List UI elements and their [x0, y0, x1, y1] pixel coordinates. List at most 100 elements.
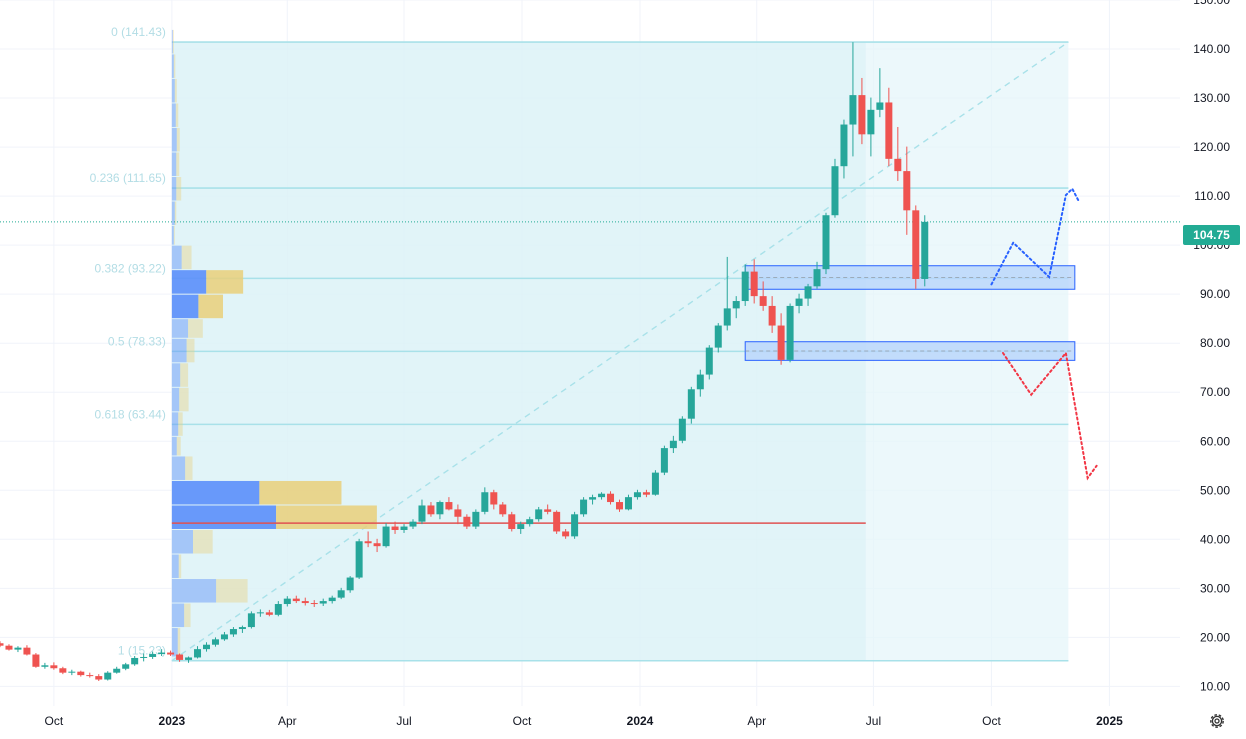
candle-body [472, 511, 480, 527]
candle-body [831, 166, 839, 216]
candle [247, 611, 255, 629]
candle [508, 511, 516, 532]
candle-body [526, 519, 534, 525]
gear-icon[interactable] [1208, 712, 1226, 730]
candle [194, 646, 202, 659]
candle-body [86, 675, 94, 677]
x-axis-background [0, 706, 1180, 734]
volume-profile-bar-up [171, 226, 174, 245]
y-axis-tick-label: 150.00 [1193, 0, 1230, 7]
candle [104, 671, 112, 681]
fib-level-label: 0.618 (63.44) [94, 407, 165, 421]
y-axis-tick-label: 10.00 [1200, 679, 1230, 693]
candle-body [903, 171, 911, 211]
candle [499, 502, 507, 517]
candle [454, 504, 462, 525]
candle-body [867, 109, 875, 135]
candle [723, 256, 731, 331]
candle-body [705, 347, 713, 375]
volume-profile-bar-up [171, 177, 177, 201]
y-axis-tick-label: 90.00 [1200, 287, 1230, 301]
candle-body [355, 541, 363, 578]
candle-body [337, 590, 345, 598]
candle-body [364, 541, 372, 544]
candle [68, 669, 76, 676]
volume-profile-bar-down [259, 480, 342, 505]
candle [355, 538, 363, 580]
candle-body [624, 497, 632, 510]
y-axis-tick-label: 60.00 [1200, 434, 1230, 448]
volume-profile-bar-up [171, 152, 177, 176]
candle [32, 653, 40, 668]
candle [651, 470, 659, 496]
volume-profile-bar-up [171, 436, 177, 456]
candle-body [122, 664, 130, 669]
candle [660, 445, 668, 476]
candle-body [732, 301, 740, 309]
volume-profile-bar-down [176, 127, 180, 152]
x-axis-tick-label: Oct [513, 714, 532, 728]
candle [86, 672, 94, 678]
volume-profile-bar-down [184, 603, 191, 628]
candle-body [687, 389, 695, 419]
candle [131, 655, 139, 666]
candle-body [32, 654, 40, 667]
volume-profile-bar-down [186, 338, 195, 363]
volume-profile-bar-down [193, 530, 213, 554]
candle-body [921, 221, 929, 279]
candle [894, 126, 902, 181]
y-axis-tick-label: 140.00 [1193, 42, 1230, 56]
volume-profile-bar-down [177, 628, 181, 657]
candle-body [849, 95, 857, 125]
volume-profile-bar-up [171, 29, 173, 54]
candle-body [436, 502, 444, 515]
volume-profile-bar-up [171, 270, 207, 294]
candle [113, 666, 121, 674]
volume-profile-bar-up [171, 245, 182, 270]
y-axis-tick-label: 50.00 [1200, 483, 1230, 497]
volume-profile-bar-down [178, 412, 183, 436]
y-axis-tick-label: 70.00 [1200, 385, 1230, 399]
volume-profile-bar-down [181, 245, 192, 270]
candle-body [517, 524, 525, 530]
candle-body [795, 298, 803, 306]
candle [867, 97, 875, 157]
candle [427, 502, 435, 517]
candle-body [786, 305, 794, 360]
candle-body [238, 627, 246, 630]
candle-body [167, 652, 175, 655]
y-axis-tick-label: 130.00 [1193, 91, 1230, 105]
projection-bullish [990, 187, 1080, 286]
candle [14, 646, 22, 653]
candle [822, 212, 830, 275]
candle [203, 642, 210, 652]
candle [41, 662, 49, 669]
candle-body [247, 613, 255, 628]
candle [714, 323, 722, 353]
x-axis-tick-label: Apr [278, 714, 297, 728]
candle-body [553, 511, 561, 532]
volume-profile-bar-up [171, 201, 175, 226]
candle-body [750, 271, 758, 297]
candle-body [598, 493, 606, 498]
candle [678, 416, 686, 444]
candle-body [858, 95, 866, 135]
candle-body [283, 598, 291, 605]
candle [229, 627, 237, 637]
candle [589, 494, 597, 505]
candle-body [104, 672, 112, 680]
candle [481, 487, 489, 515]
candle [607, 491, 615, 505]
x-axis: Oct 2023 Apr Jul Oct 2024 Apr Jul Oct 2025 [0, 706, 1180, 734]
candle [0, 641, 4, 648]
candle-body [68, 671, 76, 673]
candle [553, 510, 561, 534]
candle [283, 596, 291, 607]
volume-profile-bar-up [171, 603, 185, 628]
candle [759, 281, 767, 311]
candle-body [678, 418, 686, 441]
candle [319, 598, 327, 606]
volume-profile-bar-down [178, 554, 182, 579]
